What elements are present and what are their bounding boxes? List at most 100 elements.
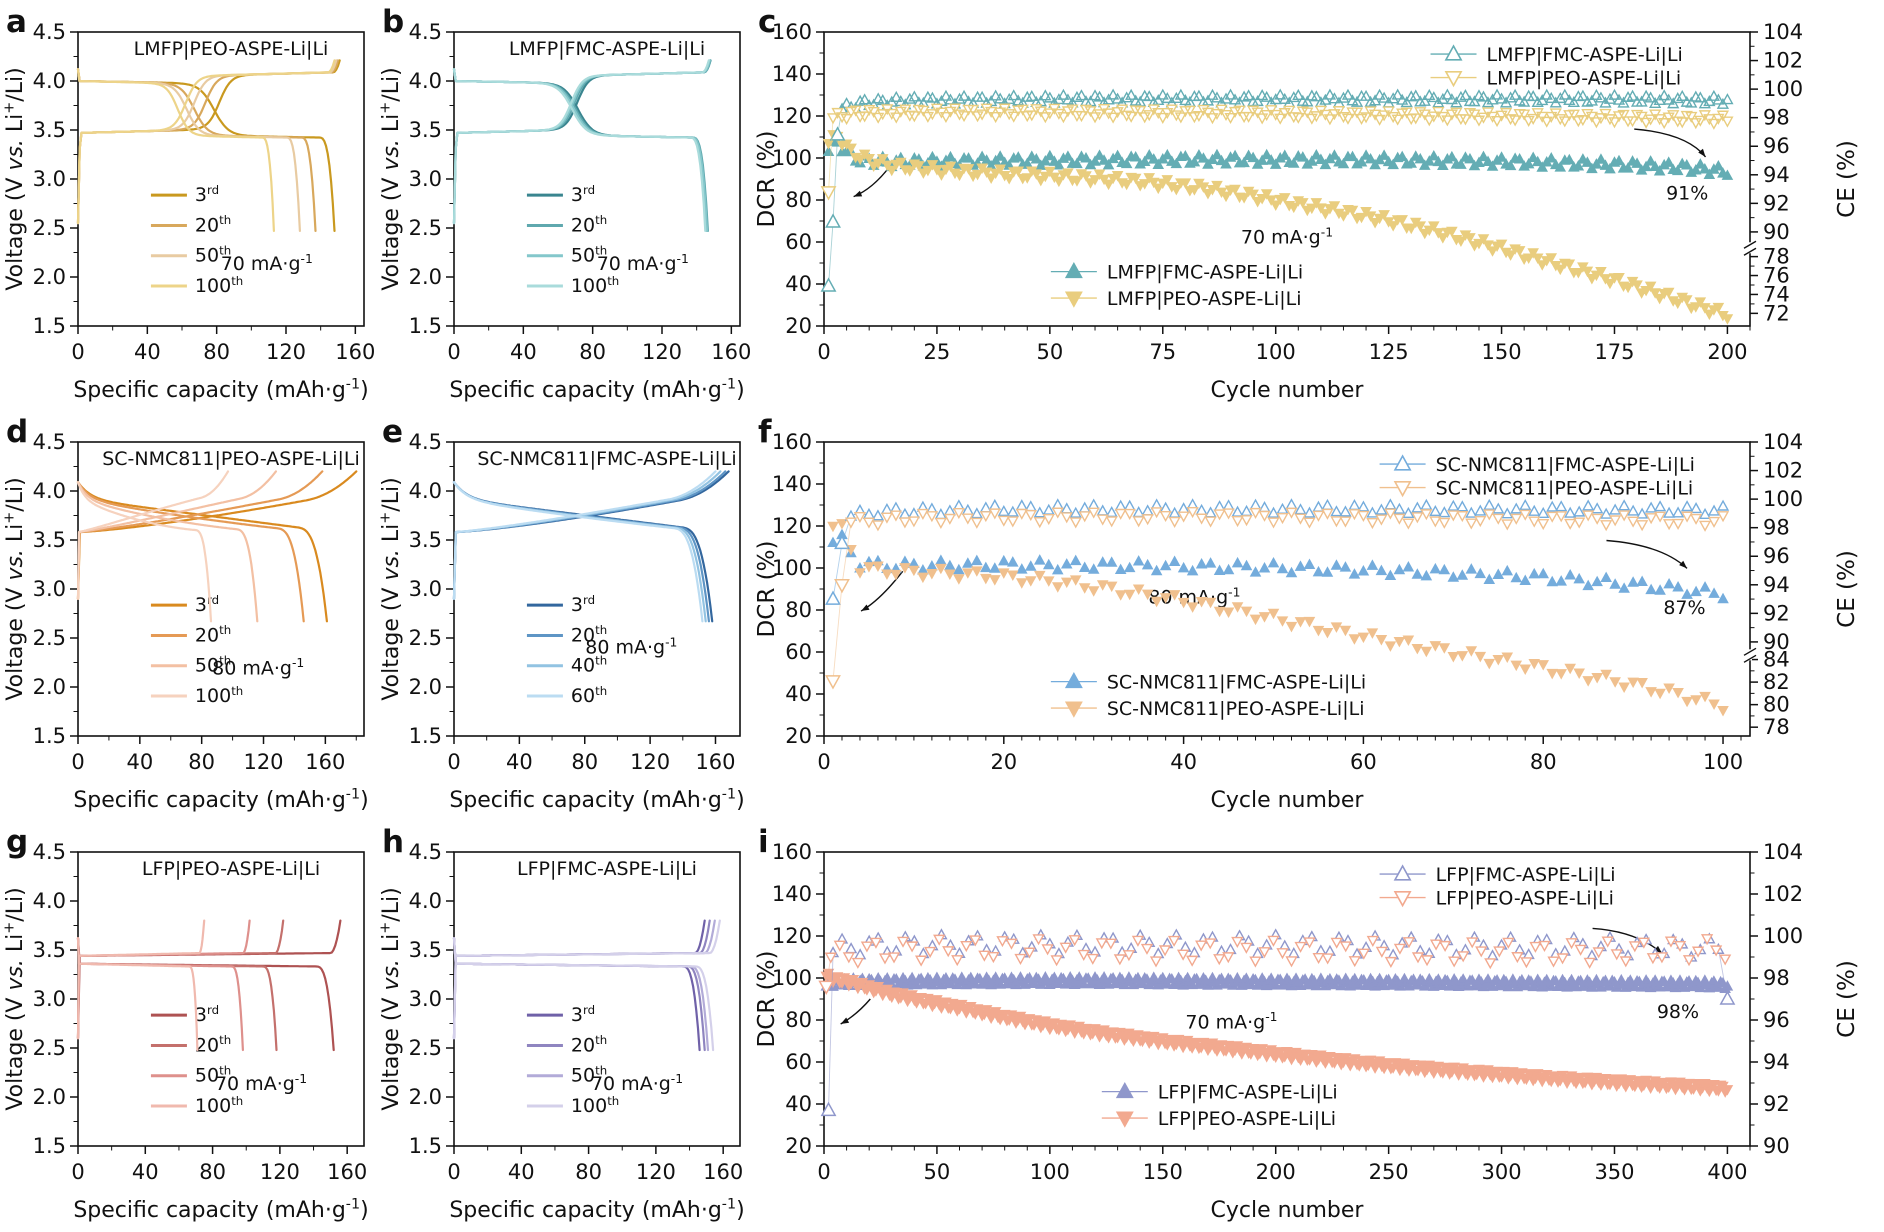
left-axis-label: DCR (%) xyxy=(754,541,780,638)
legend-marker xyxy=(1115,1081,1134,1099)
left-tick-label: 40 xyxy=(785,1092,812,1116)
y-axis-label: Voltage (V vs. Li+/Li) xyxy=(2,887,28,1110)
curves xyxy=(76,59,341,232)
chart-a-gcd-lmfp-peo: a 0 40 80 120 160 1.5 2.0 2.5 3.0 3.5 4.0 4.5 Specifi… xyxy=(2,4,376,403)
legend-label: 3rd xyxy=(195,183,219,206)
left-tick-label: 80 xyxy=(785,1008,812,1032)
y-tick-label: 1.5 xyxy=(409,1134,442,1158)
right-tick-label: 104 xyxy=(1763,430,1803,454)
x-tick-label: 0 xyxy=(71,1160,84,1184)
legend-label: 50th xyxy=(571,244,607,267)
left-tick-label: 60 xyxy=(785,640,812,664)
arrow-head xyxy=(1698,148,1706,157)
series-lfp-peo-aspe-li-li-dcr xyxy=(820,968,1734,1098)
y-tick-label: 2.0 xyxy=(33,675,66,699)
panel-letter: e xyxy=(382,414,403,450)
x-tick-label: 160 xyxy=(305,750,345,774)
x-tick-label: 100 xyxy=(1256,340,1296,364)
x-tick-label: 0 xyxy=(447,750,460,774)
x-axis-label: Specific capacity (mAh·g-1) xyxy=(73,1197,368,1223)
x-tick-label: 350 xyxy=(1594,1160,1634,1184)
series-sc-nmc811-peo-aspe-li-li-dcr xyxy=(827,519,1729,717)
marker-band xyxy=(827,528,1729,604)
panel-letter: i xyxy=(758,824,769,860)
y-axis-label: Voltage (V vs. Li+/Li) xyxy=(2,67,28,290)
y-tick-label: 3.5 xyxy=(33,118,66,142)
legend-label: SC-NMC811|FMC-ASPE-Li|Li xyxy=(1436,454,1695,476)
y-tick-label: 3.5 xyxy=(409,528,442,552)
x-tick-label: 120 xyxy=(642,340,682,364)
right-tick-label: 76 xyxy=(1763,264,1790,288)
discharge-curve-3rd xyxy=(76,481,328,623)
x-axis-label: Cycle number xyxy=(1211,1198,1365,1223)
x-tick-label: 200 xyxy=(1256,1160,1296,1184)
legend-label: 60th xyxy=(571,684,607,707)
x-tick-label: 160 xyxy=(695,750,735,774)
left-tick-label: 100 xyxy=(772,966,812,990)
legend-label: 50th xyxy=(195,654,231,677)
panel-title: LMFP|PEO-ASPE-Li|Li xyxy=(134,38,329,60)
y-axis-label: Voltage (V vs. Li+/Li) xyxy=(378,887,404,1110)
x-tick-label: 120 xyxy=(243,750,283,774)
legend-label: 50th xyxy=(571,1064,607,1087)
left-axis-label: DCR (%) xyxy=(754,951,780,1048)
curves xyxy=(76,470,358,623)
right-tick-label: 102 xyxy=(1763,49,1803,73)
x-tick-label: 400 xyxy=(1707,1160,1747,1184)
right-tick-label: 102 xyxy=(1763,882,1803,906)
x-tick-label: 80 xyxy=(199,1160,226,1184)
right-axis-label: CE (%) xyxy=(1834,960,1860,1038)
x-tick-label: 0 xyxy=(71,750,84,774)
left-tick-label: 20 xyxy=(785,1134,812,1158)
right-tick-label: 74 xyxy=(1763,282,1790,306)
panel-i: i 0 50 100 150 200 250 300 350 400 20 40 60 80 100 120 1… xyxy=(754,824,1860,1223)
legend-bottom: LMFP|FMC-ASPE-Li|Li LMFP|PEO-ASPE-Li|Li xyxy=(1050,262,1303,310)
legend-label: 100th xyxy=(571,1094,619,1117)
x-tick-label: 40 xyxy=(134,340,161,364)
charge-curve-60th xyxy=(452,470,717,600)
axis-break-slash xyxy=(1743,654,1757,663)
y-axis-label: Voltage (V vs. Li+/Li) xyxy=(378,67,404,290)
left-tick-label: 20 xyxy=(785,314,812,338)
outlier-markers xyxy=(820,186,837,201)
panel-letter: b xyxy=(382,4,404,40)
chart-f-cycling-nmc: f0 20 40 60 80 100204060801001201401609092949… xyxy=(754,414,1860,813)
marker-band xyxy=(826,103,1734,130)
x-tick-label: 120 xyxy=(266,340,306,364)
left-tick-label: 80 xyxy=(785,598,812,622)
x-axis-label: Specific capacity (mAh·g-1) xyxy=(449,377,744,403)
x-tick-label: 120 xyxy=(636,1160,676,1184)
y-tick-label: 4.0 xyxy=(33,889,66,913)
legend-marker xyxy=(1064,291,1083,308)
legend-bottom: SC-NMC811|FMC-ASPE-Li|Li SC-NMC811|PEO-AS… xyxy=(1050,672,1366,720)
legend-label: 100th xyxy=(571,274,619,297)
right-tick-label: 100 xyxy=(1763,77,1803,101)
legend-label: 3rd xyxy=(195,1003,219,1026)
legend: 3rd 20th 50th 100th xyxy=(150,593,243,707)
chart-g-gcd-lfp-peo: g 0 40 80 120 160 1.5 2.0 2.5 3.0 3.5 4.0 4.5 Specifi… xyxy=(2,824,369,1223)
x-tick-label: 25 xyxy=(924,340,951,364)
right-tick-label: 94 xyxy=(1763,573,1790,597)
right-axis-label: CE (%) xyxy=(1834,550,1860,628)
y-tick-label: 2.5 xyxy=(33,626,66,650)
right-tick-label: 72 xyxy=(1763,301,1790,325)
legend-label: LFP|FMC-ASPE-Li|Li xyxy=(1158,1082,1338,1104)
x-tick-label: 40 xyxy=(132,1160,159,1184)
discharge-curve-100th xyxy=(76,937,199,1052)
panel-letter: f xyxy=(758,414,772,450)
left-tick-label: 120 xyxy=(772,924,812,948)
legend-label: 50th xyxy=(195,1064,231,1087)
panel-letter: h xyxy=(382,824,404,860)
right-tick-label: 78 xyxy=(1763,245,1790,269)
left-tick-label: 60 xyxy=(785,1050,812,1074)
legend-marker xyxy=(1393,864,1412,881)
y-tick-label: 2.0 xyxy=(33,1085,66,1109)
panel-title: LFP|FMC-ASPE-Li|Li xyxy=(517,858,697,880)
charge-curve-20th xyxy=(76,919,285,1040)
x-tick-label: 160 xyxy=(335,340,375,364)
axis-break-slash xyxy=(1743,247,1757,256)
right-tick-label: 90 xyxy=(1763,630,1790,654)
x-axis-label: Specific capacity (mAh·g-1) xyxy=(449,1197,744,1223)
charge-curve-20th xyxy=(76,470,324,600)
